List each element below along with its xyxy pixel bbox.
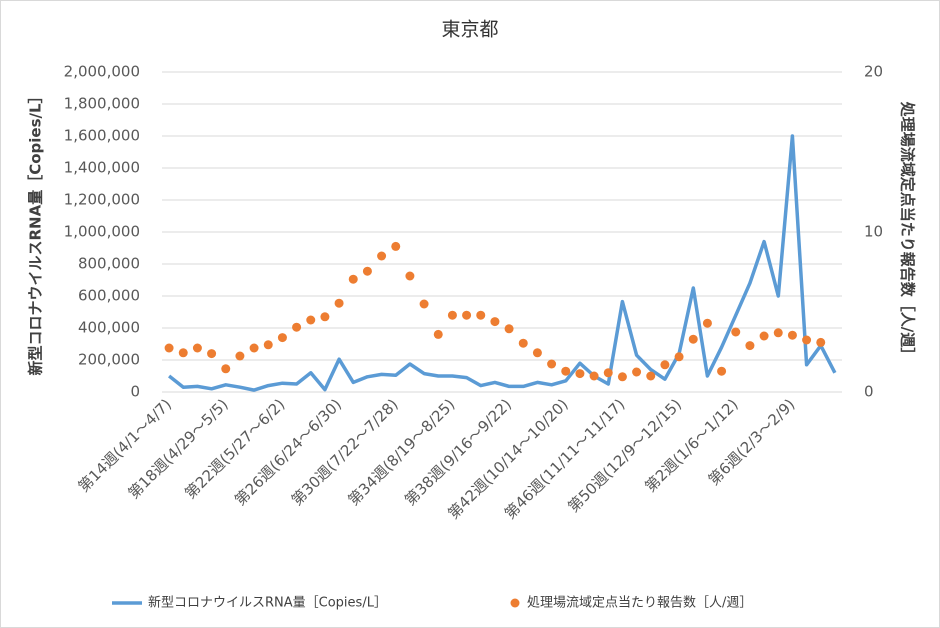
report-dot bbox=[391, 241, 401, 251]
report-dot bbox=[561, 366, 571, 376]
report-dot bbox=[277, 333, 287, 343]
report-dot bbox=[221, 364, 231, 374]
report-dot bbox=[802, 335, 812, 345]
y2-tick-label: 20 bbox=[864, 63, 883, 81]
report-dot bbox=[617, 372, 627, 382]
report-dot bbox=[646, 371, 656, 381]
report-dot bbox=[731, 327, 741, 337]
report-dot bbox=[490, 317, 500, 327]
report-dot bbox=[660, 360, 670, 370]
report-dot bbox=[447, 310, 457, 320]
report-dot bbox=[759, 331, 769, 341]
y-tick-label: 1,800,000 bbox=[64, 95, 140, 113]
report-dot bbox=[348, 274, 358, 284]
report-dot bbox=[306, 315, 316, 325]
report-dot bbox=[362, 266, 372, 276]
legend-swatch bbox=[510, 598, 520, 608]
report-dot bbox=[504, 324, 514, 334]
legend-label: 新型コロナウイルスRNA量［Copies/L］ bbox=[148, 595, 387, 611]
report-dot bbox=[745, 341, 755, 351]
report-dot bbox=[476, 310, 486, 320]
y-tick-label: 800,000 bbox=[78, 255, 140, 273]
report-dot bbox=[178, 348, 188, 358]
report-dot bbox=[632, 367, 642, 377]
y-tick-label: 200,000 bbox=[78, 351, 140, 369]
y-tick-label: 1,200,000 bbox=[64, 191, 140, 209]
y-tick-label: 400,000 bbox=[78, 319, 140, 337]
report-dot bbox=[433, 329, 443, 339]
report-dot bbox=[192, 343, 202, 353]
report-dot bbox=[419, 299, 429, 309]
y2-axis-title: 処理場流域定点当たり報告数［人/週］ bbox=[899, 101, 917, 362]
y-tick-label: 0 bbox=[130, 383, 140, 401]
report-dot bbox=[334, 298, 344, 308]
report-dot bbox=[292, 322, 302, 332]
report-dot bbox=[320, 312, 330, 322]
report-dot bbox=[688, 334, 698, 344]
rna-line bbox=[168, 134, 837, 392]
report-dot bbox=[532, 348, 542, 358]
report-dot bbox=[235, 351, 245, 361]
report-dot bbox=[575, 369, 585, 379]
report-dot bbox=[603, 368, 613, 378]
report-dot bbox=[787, 330, 797, 340]
report-dot bbox=[263, 340, 273, 350]
y2-tick-label: 10 bbox=[864, 223, 883, 241]
report-dot bbox=[674, 352, 684, 362]
y-tick-label: 600,000 bbox=[78, 287, 140, 305]
report-dot bbox=[207, 349, 217, 359]
legend-label: 処理場流域定点当たり報告数［人/週］ bbox=[527, 596, 752, 611]
report-dot bbox=[547, 359, 557, 369]
report-dot bbox=[164, 343, 174, 353]
report-dot bbox=[589, 371, 599, 381]
chart-title: 東京都 bbox=[441, 19, 498, 41]
y-tick-label: 1,400,000 bbox=[64, 159, 140, 177]
y-tick-label: 2,000,000 bbox=[64, 63, 140, 81]
report-dot bbox=[518, 338, 528, 348]
y-tick-label: 1,000,000 bbox=[64, 223, 140, 241]
report-dot bbox=[816, 337, 826, 347]
report-dot bbox=[462, 310, 472, 320]
y-tick-label: 1,600,000 bbox=[64, 127, 140, 145]
report-dot bbox=[717, 366, 727, 376]
report-dot bbox=[377, 251, 387, 261]
y-axis-title: 新型コロナウイルスRNA量［Copies/L］ bbox=[27, 88, 45, 375]
report-dot bbox=[773, 328, 783, 338]
report-dot bbox=[405, 271, 415, 281]
y2-tick-label: 0 bbox=[864, 383, 874, 401]
report-dot bbox=[249, 343, 259, 353]
report-dot bbox=[702, 318, 712, 328]
